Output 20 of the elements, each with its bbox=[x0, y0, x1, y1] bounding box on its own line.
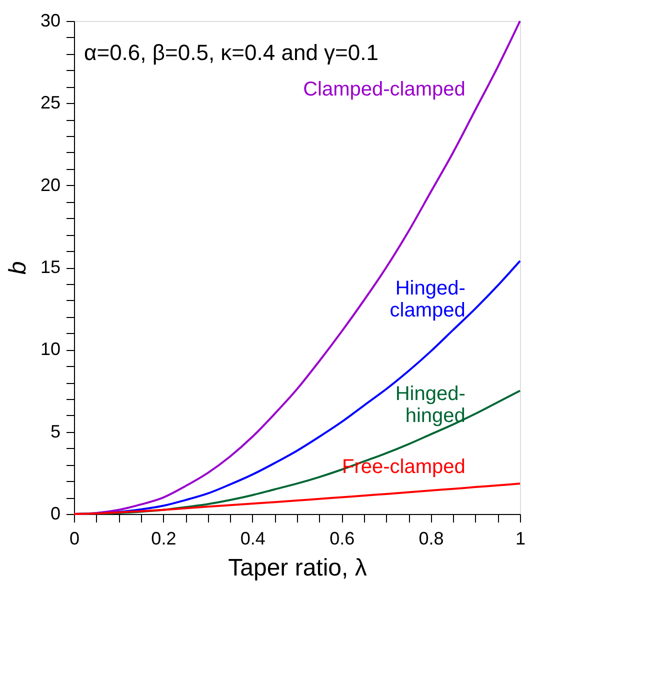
y-tick-label: 30 bbox=[40, 10, 60, 30]
annotation: α=0.6, β=0.5, κ=0.4 and γ=0.1 bbox=[84, 40, 378, 65]
x-axis-title: Taper ratio, λ bbox=[228, 554, 367, 582]
series-label: Hinged- hinged bbox=[395, 382, 466, 427]
series-label: Hinged- clamped bbox=[390, 278, 466, 322]
x-tick-label: 0.6 bbox=[330, 528, 355, 548]
y-tick-label: 0 bbox=[50, 504, 60, 524]
y-axis-title: b bbox=[4, 261, 32, 275]
y-tick-label: 5 bbox=[50, 421, 60, 442]
x-tick-label: 1 bbox=[515, 528, 526, 548]
series-label: Free-clamped bbox=[342, 456, 466, 478]
x-tick-label: 0.2 bbox=[151, 528, 176, 548]
x-tick-label: 0.4 bbox=[240, 528, 266, 548]
x-tick-label: 0 bbox=[69, 528, 80, 548]
x-tick-label: 0.8 bbox=[418, 528, 444, 548]
y-tick-label: 15 bbox=[40, 257, 60, 277]
y-tick-label: 10 bbox=[40, 339, 60, 360]
y-tick-label: 20 bbox=[40, 174, 60, 195]
series-label: Clamped-clamped bbox=[303, 78, 466, 101]
y-tick-label: 25 bbox=[40, 92, 60, 113]
